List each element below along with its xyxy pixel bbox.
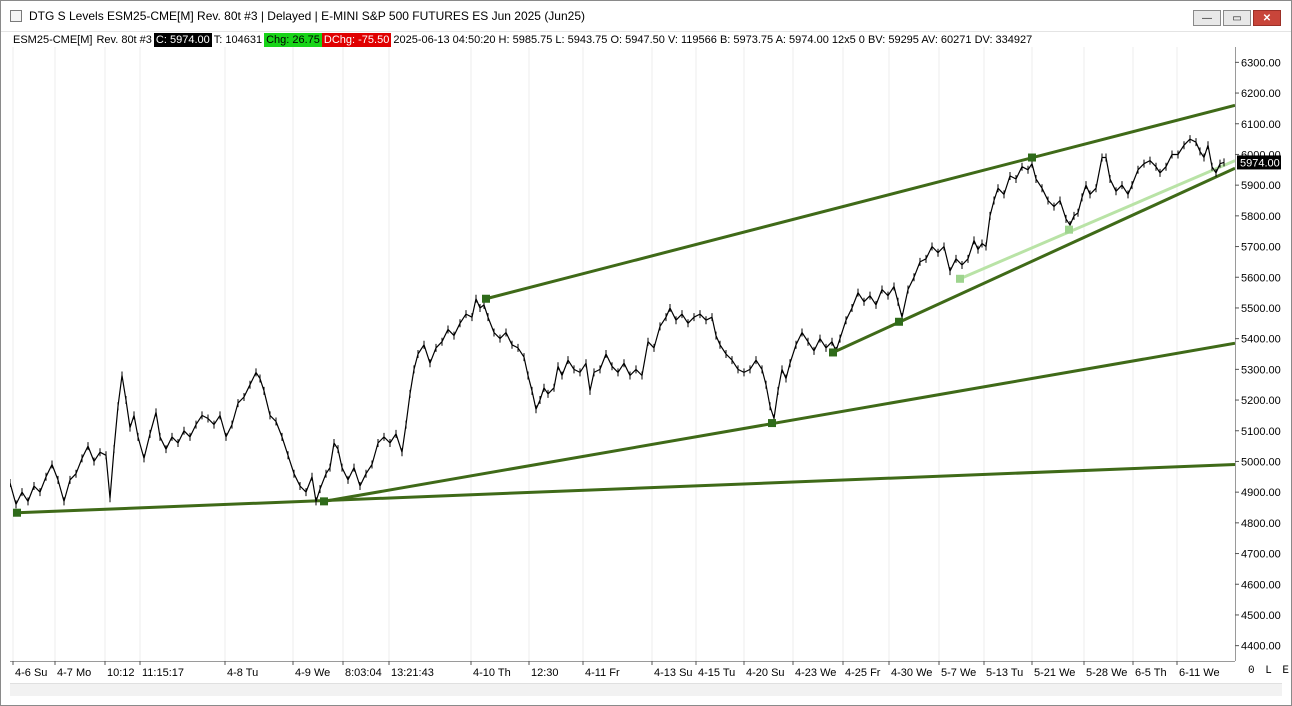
price-tick-label: 5100.00 (1241, 426, 1281, 438)
price-tick-label: 4900.00 (1241, 487, 1281, 499)
restore-button[interactable]: ▭ (1223, 10, 1251, 26)
price-tick-label: 5800.00 (1241, 211, 1281, 223)
close-button[interactable]: ✕ (1253, 10, 1281, 26)
title-bar[interactable]: DTG S Levels ESM25-CME[M] Rev. 80t #3 | … (1, 1, 1291, 32)
time-tick-label: 4-11 Fr (585, 667, 620, 679)
time-tick-label: 6-5 Th (1135, 667, 1167, 679)
time-tick-label: 4-6 Su (15, 667, 47, 679)
last-price-label: 5974.00 (1240, 157, 1280, 169)
price-tick-label: 5600.00 (1241, 272, 1281, 284)
price-tick-label: 5400.00 (1241, 334, 1281, 346)
quote-info-bar: ESM25-CME[M] Rev. 80t #3 C: 5974.00 T: 1… (11, 33, 1034, 48)
window-title: DTG S Levels ESM25-CME[M] Rev. 80t #3 | … (29, 9, 586, 23)
time-tick-label: 4-20 Su (746, 667, 785, 679)
trendline-anchor (482, 294, 490, 303)
price-tick-label: 4500.00 (1241, 610, 1281, 622)
time-tick-label: 4-30 We (891, 667, 932, 679)
daily-change-badge: DChg: -75.50 (321, 33, 392, 48)
symbol-label: ESM25-CME[M] (13, 34, 93, 46)
tick-count-label: T: 104631 (213, 34, 263, 46)
trendline (485, 103, 1235, 301)
trendline (959, 159, 1235, 281)
trendline-anchor (320, 497, 328, 506)
bar-stats-label: 2025-06-13 04:50:20 H: 5985.75 L: 5943.7… (393, 34, 1033, 46)
trendline (323, 341, 1235, 503)
price-tick-label: 5700.00 (1241, 242, 1281, 254)
time-tick-label: 4-10 Th (473, 667, 511, 679)
price-tick-label: 5000.00 (1241, 456, 1281, 468)
bottom-right-status: 0 L E (1248, 665, 1292, 677)
time-tick-label: 5-13 Tu (986, 667, 1023, 679)
window-controls: — ▭ ✕ (1193, 10, 1281, 26)
app-icon (10, 10, 22, 22)
time-tick-label: 5-21 We (1034, 667, 1075, 679)
price-tick-label: 4400.00 (1241, 641, 1281, 653)
time-tick-label: 5-7 We (941, 667, 976, 679)
time-axis[interactable]: 4-6 Su 4-7 Mo 10:12 11:15:17 4-8 Tu 4-9 We 8:0… (10, 661, 1235, 683)
trendline-anchor (13, 508, 21, 517)
trendline (16, 463, 1235, 515)
plot-background (10, 47, 1235, 661)
price-tick-label: 4700.00 (1241, 549, 1281, 561)
trendline-anchor (829, 348, 837, 357)
price-chart-plot[interactable] (10, 47, 1235, 661)
time-tick-label: 5-28 We (1086, 667, 1127, 679)
time-tick-label: 11:15:17 (142, 667, 184, 679)
change-badge: Chg: 26.75 (264, 33, 322, 48)
time-tick-label: 10:12 (107, 667, 135, 679)
time-tick-label: 4-8 Tu (227, 667, 258, 679)
last-price-marker (1237, 155, 1281, 170)
price-tick-label: 6200.00 (1241, 88, 1281, 100)
time-tick-label: 12:30 (531, 667, 559, 679)
trendline-anchor (1028, 153, 1036, 162)
time-tick-label: 4-13 Su (654, 667, 693, 679)
time-tick-label: 4-7 Mo (57, 667, 91, 679)
price-tick-label: 5500.00 (1241, 303, 1281, 315)
trendline-anchor (1065, 225, 1073, 234)
price-tick-label: 4600.00 (1241, 579, 1281, 591)
price-tick-label: 5200.00 (1241, 395, 1281, 407)
price-axis[interactable]: 4400.00 4500.00 4600.00 4700.00 4800.00 4900.… (1235, 47, 1282, 661)
bar-type-label: Rev. 80t #3 (96, 34, 152, 46)
trendline-anchor (895, 317, 903, 326)
price-tick-label: 6100.00 (1241, 119, 1281, 131)
time-tick-label: 4-23 We (795, 667, 836, 679)
price-tick-label: 4800.00 (1241, 518, 1281, 530)
trendline-anchor (768, 419, 776, 428)
time-tick-label: 6-11 We (1179, 667, 1220, 679)
time-tick-label: 13:21:43 (391, 667, 434, 679)
price-tick-label: 5900.00 (1241, 180, 1281, 192)
price-tick-label: 6300.00 (1241, 57, 1281, 69)
time-tick-label: 4-15 Tu (698, 667, 735, 679)
minimize-button[interactable]: — (1193, 10, 1221, 26)
time-tick-label: 4-25 Fr (845, 667, 881, 679)
time-tick-label: 4-9 We (295, 667, 330, 679)
price-series-line (10, 138, 1225, 505)
horizontal-scrollbar[interactable] (10, 683, 1282, 696)
price-tick-label: 5300.00 (1241, 364, 1281, 376)
time-tick-label: 8:03:04 (345, 667, 382, 679)
close-price-badge: C: 5974.00 (153, 33, 212, 48)
trendline-anchor (956, 274, 964, 283)
